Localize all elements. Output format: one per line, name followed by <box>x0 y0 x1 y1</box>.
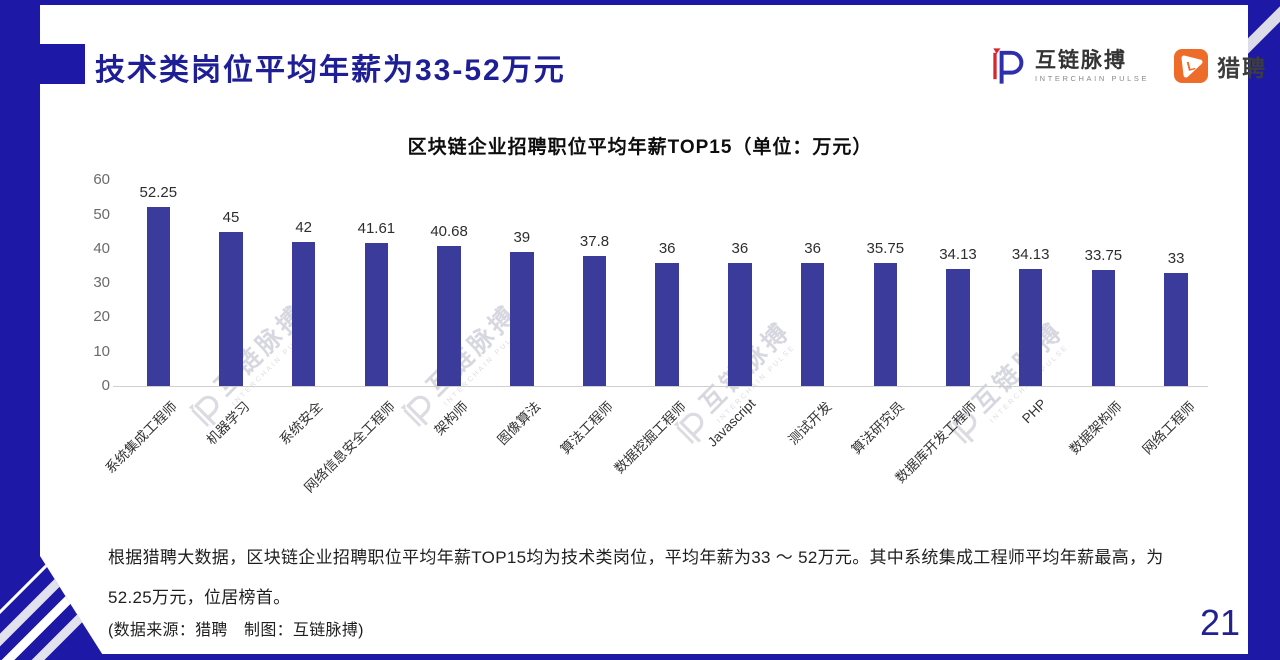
bar-value-label: 33.75 <box>1084 247 1123 265</box>
bar <box>582 256 607 386</box>
bar-value-label: 37.8 <box>579 233 610 251</box>
source-note: (数据来源：猎聘 制图：互链脉搏) <box>108 622 364 639</box>
bar <box>946 268 970 386</box>
bar <box>146 206 171 386</box>
y-axis-tick-label: 60 <box>93 171 110 189</box>
body-paragraph: 根据猎聘大数据，区块链企业招聘职位平均年薪TOP15均为技术类岗位，平均年薪为3… <box>108 548 1164 607</box>
category-label: PHP <box>1019 396 1050 427</box>
bar <box>510 252 534 386</box>
bar <box>1018 268 1043 386</box>
x-axis-line <box>113 386 1208 387</box>
y-axis-tick-label: 10 <box>93 342 110 360</box>
bar <box>437 246 461 386</box>
category-label: 系统安全 <box>276 398 326 448</box>
bar <box>728 262 752 386</box>
category-label: 机器学习 <box>203 398 253 448</box>
bar-value-label: 36 <box>658 239 676 257</box>
category-label: Javascript <box>704 396 759 450</box>
bar <box>219 231 243 386</box>
bar-value-label: 33 <box>1167 249 1185 267</box>
bar <box>1091 270 1116 386</box>
interchain-pulse-brand: 互链脉搏 INTERCHAIN PULSE <box>985 44 1149 88</box>
title-accent-square <box>40 44 85 84</box>
interchain-pulse-subtitle: INTERCHAIN PULSE <box>1035 73 1150 83</box>
bar-value-label: 52.25 <box>139 183 178 201</box>
bar-value-label: 41.61 <box>357 220 396 238</box>
brand-logos: 互链脉搏 INTERCHAIN PULSE L 猎聘 <box>985 44 1267 88</box>
y-axis-tick-label: 30 <box>93 274 110 292</box>
category-label: 图像算法 <box>494 398 544 448</box>
bar-value-label: 45 <box>222 208 240 226</box>
category-label: 网络工程师 <box>1139 398 1198 458</box>
y-axis-tick-label: 40 <box>93 239 110 257</box>
category-label: 测试开发 <box>785 398 835 448</box>
category-label: 架构师 <box>431 398 471 439</box>
liepin-brand: L 猎聘 <box>1173 48 1267 84</box>
bar-value-label: 39 <box>513 229 531 247</box>
bar <box>655 262 679 386</box>
category-label: 数据架构师 <box>1066 398 1125 458</box>
interchain-pulse-logo-icon <box>993 48 1024 84</box>
bar-value-label: 42 <box>295 218 313 236</box>
y-axis-tick-label: 20 <box>93 308 110 326</box>
category-label: 数据挖掘工程师 <box>611 398 689 477</box>
bar <box>800 262 825 386</box>
bar <box>1164 272 1188 386</box>
bar <box>364 243 389 386</box>
bar <box>873 263 898 386</box>
bar-value-label: 36 <box>731 239 749 257</box>
y-axis-tick-label: 0 <box>101 377 110 394</box>
bar-value-label: 34.13 <box>939 245 977 263</box>
top-border <box>0 0 1280 5</box>
liepin-logo-icon: L <box>1174 49 1209 83</box>
left-border-strip <box>0 0 40 660</box>
liepin-name: 猎聘 <box>1217 55 1268 81</box>
bar-value-label: 40.68 <box>430 223 468 241</box>
page-title: 技术类岗位平均年薪为33-52万元 <box>95 54 566 87</box>
category-label: 算法研究员 <box>848 398 907 458</box>
y-axis-tick-label: 50 <box>93 205 110 223</box>
bottom-border <box>0 654 1280 660</box>
svg-text:L: L <box>1185 58 1196 74</box>
bar-value-label: 35.75 <box>866 240 905 258</box>
category-label: 系统集成工程师 <box>102 398 180 477</box>
chart-title: 区块链企业招聘职位平均年薪TOP15（单位：万元） <box>407 137 873 158</box>
corner-stripe-decoration <box>1248 6 1280 54</box>
right-border-strip <box>1248 0 1280 660</box>
bar-value-label: 36 <box>804 239 821 257</box>
bar-value-label: 34.13 <box>1011 245 1050 263</box>
page-number: 21 <box>1199 602 1240 643</box>
interchain-pulse-name: 互链脉搏 <box>1035 48 1127 72</box>
bottom-left-stripes-decoration <box>0 520 106 660</box>
bar <box>291 241 316 386</box>
category-label: 算法工程师 <box>557 398 616 458</box>
